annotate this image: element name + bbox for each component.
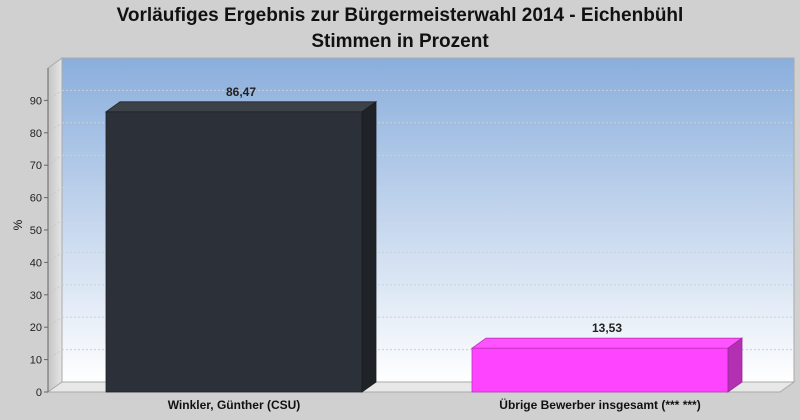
y-tick-label: 60 [30,193,42,205]
y-tick-label: 30 [30,290,42,302]
gridline-side [47,122,63,134]
labels: 86,47 Winkler, Günther (CSU) 13,53 Übrige B… [168,85,701,412]
chart-title: Vorläufiges Ergebnis zur Bürgermeisterwa… [116,5,684,26]
gridline-side [47,316,63,328]
y-tick-label: 80 [30,128,42,140]
chart-title-block: Vorläufiges Ergebnis zur Bürgermeisterwa… [0,3,800,55]
chart-subtitle: Stimmen in Prozent [311,31,489,52]
category-label-1: Winkler, Günther (CSU) [168,398,301,412]
bar-top [470,337,744,349]
bar-front [105,111,363,393]
bar-2 [470,337,744,393]
bar-side [727,337,743,393]
y-tick-label: 40 [30,257,42,269]
gridline-side [47,187,63,199]
gridline-side [47,284,63,296]
gridline-side [47,154,63,166]
y-tick-label: 70 [30,160,42,172]
bars [104,101,744,393]
bar-1 [104,101,378,393]
y-tick-label: 50 [30,225,42,237]
y-tick-label: 90 [30,95,42,107]
y-tick-label: 20 [30,322,42,334]
gridline-side [47,251,63,263]
bar-top [104,101,378,113]
gridline-side [47,89,63,101]
data-label-2: 13,53 [592,321,622,335]
y-tick-label: 0 [36,387,42,399]
bar-front [471,347,729,393]
gridline-side [47,349,63,361]
data-label-1: 86,47 [226,85,256,99]
y-tick-label: 10 [30,355,42,367]
category-label-2: Übrige Bewerber insgesamt (*** ***) [499,397,700,412]
y-axis: 0 10 20 30 40 50 60 70 80 90 [30,68,49,399]
y-axis-label: % [11,219,25,230]
gridline-side [47,219,63,231]
bar-side [361,101,377,393]
